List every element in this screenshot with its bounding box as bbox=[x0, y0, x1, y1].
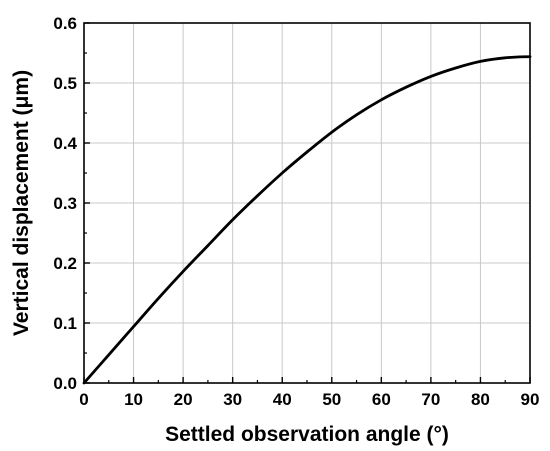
x-tick-label: 40 bbox=[273, 390, 292, 409]
curve-layer bbox=[82, 55, 532, 385]
y-tick-label: 0.1 bbox=[53, 314, 77, 333]
y-tick-label: 0.3 bbox=[53, 194, 77, 213]
x-tick-label: 10 bbox=[124, 390, 143, 409]
ticks bbox=[83, 22, 531, 384]
series-line bbox=[82, 55, 532, 385]
grid bbox=[84, 23, 530, 383]
x-tick-label: 30 bbox=[223, 390, 242, 409]
y-tick-labels: 0.0 0.1 0.2 0.3 0.4 0.5 0.6 bbox=[53, 14, 77, 393]
x-tick-label: 70 bbox=[421, 390, 440, 409]
x-tick-label: 90 bbox=[521, 390, 540, 409]
y-tick-label: 0.6 bbox=[53, 14, 77, 33]
x-tick-label: 60 bbox=[372, 390, 391, 409]
x-tick-label: 80 bbox=[471, 390, 490, 409]
y-tick-label: 0.2 bbox=[53, 254, 77, 273]
x-tick-label: 0 bbox=[79, 390, 88, 409]
x-axis-title: Settled observation angle (°) bbox=[165, 423, 449, 446]
y-axis-title: Vertical displacement (μm) bbox=[10, 70, 33, 336]
x-tick-label: 50 bbox=[322, 390, 341, 409]
y-tick-label: 0.4 bbox=[53, 134, 77, 153]
x-tick-labels: 0 10 20 30 40 50 60 70 80 90 bbox=[79, 390, 539, 409]
x-tick-label: 20 bbox=[174, 390, 193, 409]
y-tick-label: 0.5 bbox=[53, 74, 77, 93]
y-tick-label: 0.0 bbox=[53, 374, 77, 393]
